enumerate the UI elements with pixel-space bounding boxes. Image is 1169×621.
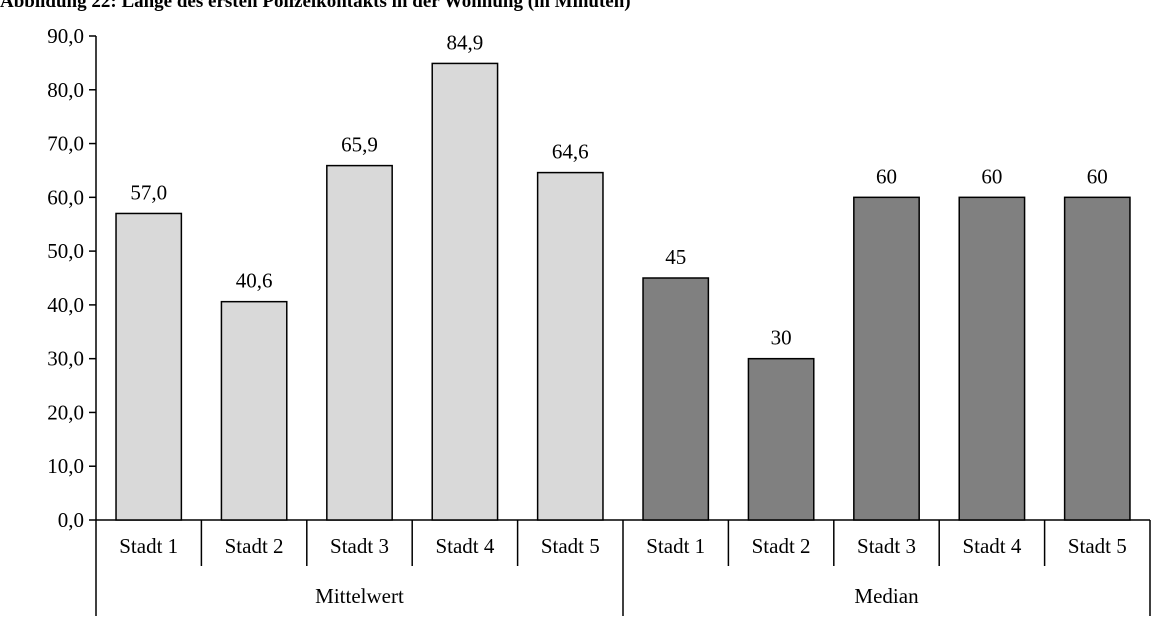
bar-median-2: [747, 357, 815, 521]
x-category-label: Stadt 5: [1068, 534, 1127, 558]
y-tick-label: 0,0: [58, 508, 84, 532]
y-tick-label: 30,0: [47, 347, 84, 371]
x-category-label: Stadt 3: [857, 534, 916, 558]
y-tick-label: 80,0: [47, 78, 84, 102]
bar-mittelwert-5: [536, 171, 604, 521]
bar-mittelwert-1: [115, 212, 183, 521]
data-label: 45: [665, 245, 686, 269]
x-category-label: Stadt 2: [752, 534, 811, 558]
x-category-label: Stadt 2: [225, 534, 284, 558]
data-label: 57,0: [130, 180, 167, 204]
y-tick-label: 70,0: [47, 132, 84, 156]
x-category-label: Stadt 3: [330, 534, 389, 558]
bar-median-1: [642, 277, 710, 521]
x-category-label: Stadt 4: [962, 534, 1021, 558]
data-label: 65,9: [341, 133, 378, 157]
x-category-label: Stadt 4: [435, 534, 494, 558]
y-tick-label: 10,0: [47, 454, 84, 478]
data-label: 30: [771, 326, 792, 350]
y-tick-label: 40,0: [47, 293, 84, 317]
chart-title: Abbildung 22: Länge des ersten Polizeiko…: [0, 0, 631, 12]
data-label: 60: [981, 164, 1002, 188]
bar-mittelwert-2: [220, 300, 288, 521]
y-tick-label: 50,0: [47, 239, 84, 263]
x-group-label: Mittelwert: [315, 584, 404, 608]
x-category-label: Stadt 1: [119, 534, 178, 558]
x-category-label: Stadt 5: [541, 534, 600, 558]
x-group-label: Median: [854, 584, 919, 608]
y-tick-label: 90,0: [47, 24, 84, 48]
y-tick-label: 20,0: [47, 400, 84, 424]
bar-median-4: [958, 196, 1026, 521]
bar-median-5: [1063, 196, 1131, 521]
x-category-label: Stadt 1: [646, 534, 705, 558]
bar-mittelwert-4: [431, 62, 499, 521]
data-label: 60: [876, 164, 897, 188]
data-label: 40,6: [236, 269, 273, 293]
data-label: 60: [1087, 164, 1108, 188]
data-label: 84,9: [447, 30, 484, 54]
data-label: 64,6: [552, 140, 589, 164]
y-tick-label: 60,0: [47, 185, 84, 209]
bar-mittelwert-3: [326, 164, 393, 521]
bar-median-3: [853, 196, 920, 521]
